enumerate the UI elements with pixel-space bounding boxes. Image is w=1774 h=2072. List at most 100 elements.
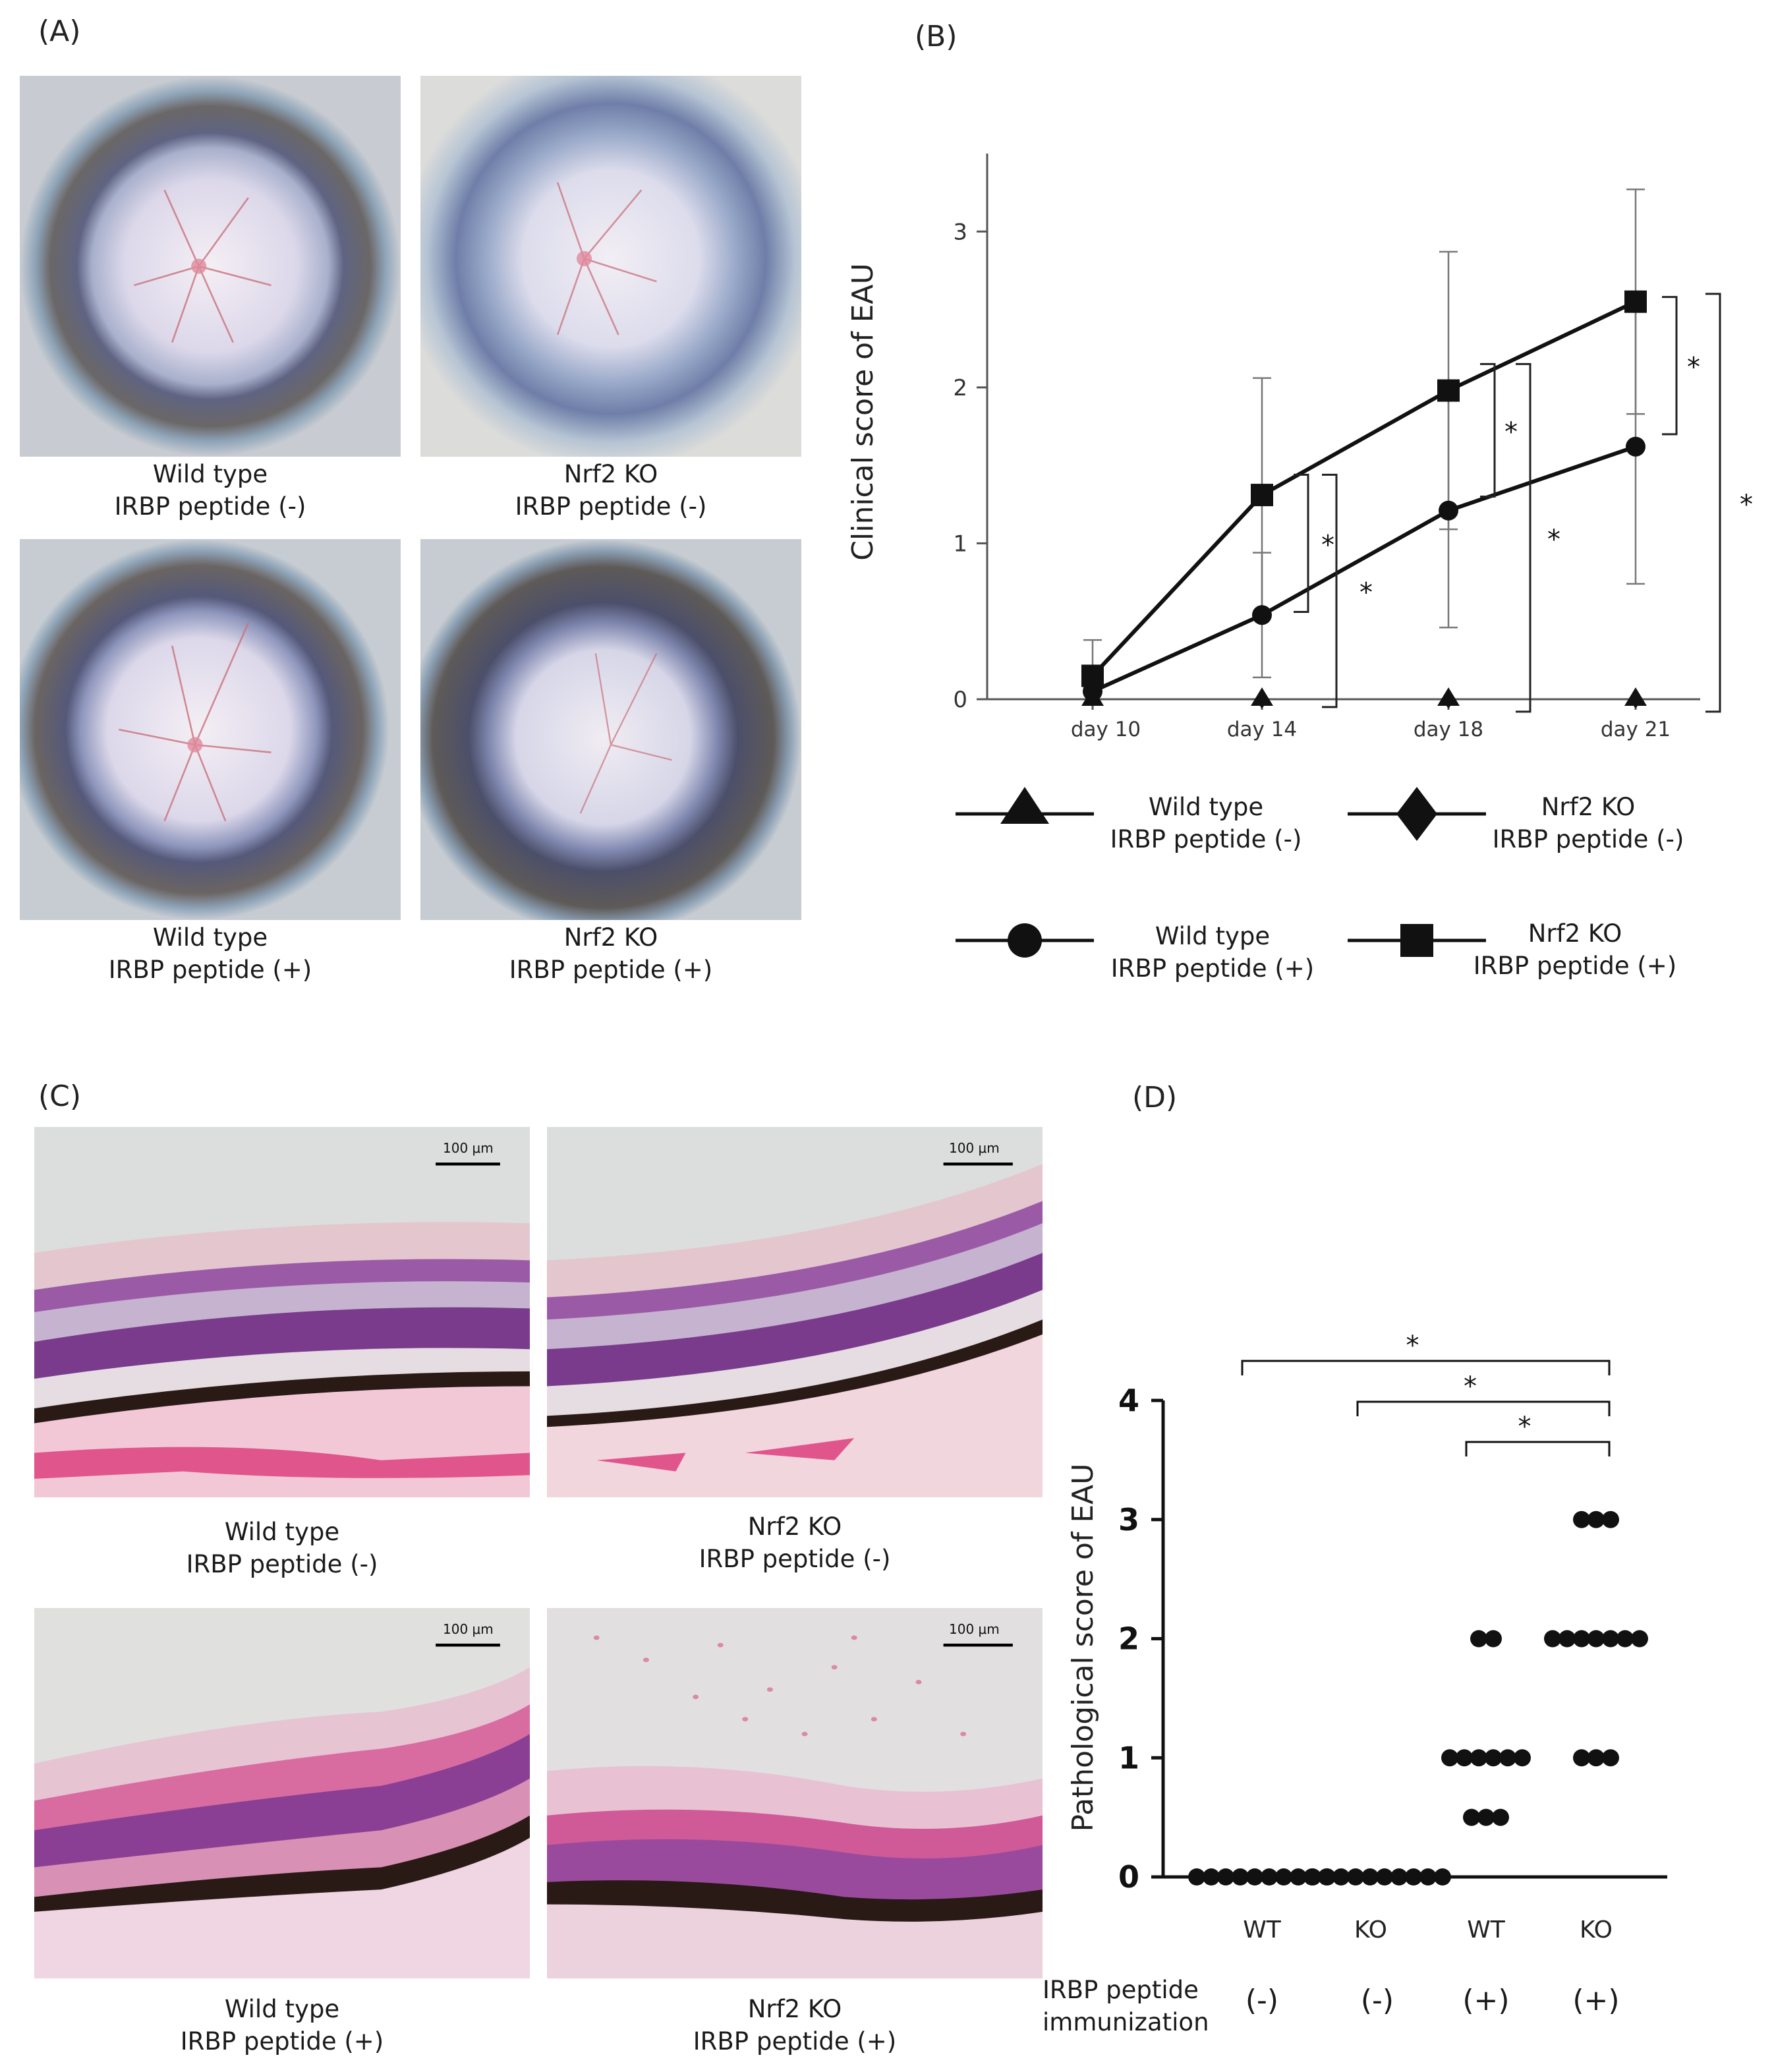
data-point: [1290, 1868, 1307, 1885]
data-point: [1441, 1749, 1458, 1767]
data-point: [1573, 1630, 1590, 1648]
y-tick-label: 3: [1118, 1502, 1139, 1538]
legend-label-wt-plus: Wild type IRBP peptide (+): [1110, 922, 1315, 983]
data-point: [1573, 1511, 1590, 1528]
square-marker: [1081, 664, 1104, 687]
data-point: [1573, 1749, 1590, 1767]
significance-asterisk: *: [1359, 578, 1373, 608]
square-marker: [1624, 290, 1647, 313]
scale-bar-label: 100 μm: [443, 1621, 494, 1637]
data-point: [1544, 1630, 1561, 1648]
data-point: [1602, 1749, 1619, 1767]
y-tick-label: 1: [1118, 1740, 1139, 1775]
legend-label-wt-minus: Wild type IRBP peptide (-): [1110, 793, 1302, 853]
legend-marker-wt-plus: [956, 923, 1094, 958]
data-point: [1347, 1868, 1364, 1885]
x-tick-label: day 21: [1601, 718, 1671, 741]
y-tick-label: 0: [953, 687, 967, 713]
data-point: [1470, 1630, 1487, 1648]
data-point: [1434, 1868, 1451, 1885]
y-axis-title: Clinical score of EAU: [846, 263, 880, 560]
data-point: [1477, 1808, 1495, 1826]
diamond-marker: [1628, 690, 1643, 708]
significance-asterisk: *: [1504, 417, 1518, 447]
fundus-caption-wt-minus: Wild type IRBP peptide (-): [114, 460, 306, 521]
pathological-score-plot-area: 0 1 2 3 4 WT KO WT KO * * *: [1118, 1331, 1667, 1943]
legend-diamond-icon: [1396, 787, 1437, 841]
significance-bracket: [1516, 362, 1531, 713]
legend-circle-icon: [1008, 923, 1042, 958]
scale-bar-label: 100 μm: [949, 1621, 1000, 1637]
significance-asterisk: *: [1547, 525, 1560, 555]
scale-bar-label: 100 μm: [949, 1140, 1000, 1156]
data-point: [1246, 1868, 1263, 1885]
y-tick-label: 2: [953, 375, 967, 401]
data-point: [1332, 1868, 1350, 1885]
x-category-label: WT: [1467, 1916, 1506, 1943]
pathological-score-chart: Pathological score of EAU 0 1 2 3 4 WT KO WT KO *…: [1066, 1331, 1667, 1943]
data-point: [1318, 1868, 1335, 1885]
circle-marker: [1252, 605, 1272, 625]
immunization-value: (-): [1360, 1984, 1394, 2017]
x-category-label: KO: [1354, 1916, 1387, 1943]
diamond-marker: [1255, 690, 1269, 708]
data-point: [1405, 1868, 1422, 1885]
x-tick-label: day 14: [1227, 718, 1297, 741]
data-point: [1588, 1630, 1605, 1648]
fundus-image-wt-minus: [20, 76, 401, 457]
y-tick-label: 3: [953, 219, 967, 245]
clinical-score-plot-area: 0 1 2 3 day 10 day 14 day 18 day 21 * * * * * *: [953, 154, 1753, 741]
data-point: [1419, 1868, 1437, 1885]
data-point: [1499, 1749, 1516, 1767]
histology-caption-ko-minus: Nrf2 KO IRBP peptide (-): [699, 1512, 891, 1573]
data-point: [1617, 1630, 1634, 1648]
data-point: [1303, 1868, 1321, 1885]
x-category-label: KO: [1580, 1916, 1613, 1943]
y-tick-label: 2: [1118, 1621, 1139, 1657]
data-point: [1602, 1630, 1619, 1648]
data-point: [1390, 1868, 1408, 1885]
series-line: [1091, 444, 1636, 693]
data-point: [1232, 1868, 1249, 1885]
significance-asterisk: *: [1406, 1331, 1419, 1361]
histology-caption-wt-minus: Wild type IRBP peptide (-): [186, 1518, 378, 1578]
comparison-bracket: [1241, 1360, 1611, 1375]
x-category-label: WT: [1243, 1916, 1282, 1943]
square-marker: [1251, 484, 1273, 507]
data-point: [1492, 1808, 1509, 1826]
fundus-caption-ko-minus: Nrf2 KO IRBP peptide (-): [515, 460, 707, 521]
significance-asterisk: *: [1518, 1412, 1531, 1442]
data-point: [1588, 1511, 1605, 1528]
square-marker: [1437, 379, 1460, 402]
histology-caption-ko-plus: Nrf2 KO IRBP peptide (+): [693, 1995, 897, 2056]
data-point: [1602, 1511, 1619, 1528]
circle-marker: [1626, 436, 1645, 457]
comparison-bracket: [1465, 1441, 1611, 1456]
circle-marker: [1439, 500, 1458, 521]
immunization-value: (+): [1572, 1984, 1620, 2017]
data-point: [1188, 1868, 1205, 1885]
significance-asterisk: *: [1687, 353, 1700, 383]
data-point: [1217, 1868, 1234, 1885]
legend-square-icon: [1400, 924, 1433, 957]
significance-bracket: [1322, 473, 1338, 708]
histology-image-ko-plus: 100 μm: [547, 1608, 1043, 1978]
data-point: [1470, 1749, 1487, 1767]
fundus-caption-wt-plus: Wild type IRBP peptide (+): [108, 923, 312, 984]
data-point: [1261, 1868, 1278, 1885]
immunization-row-label: IRBP peptide immunization: [1043, 1976, 1209, 2036]
fundus-caption-ko-plus: Nrf2 KO IRBP peptide (+): [509, 923, 713, 984]
fundus-image-ko-minus: [420, 76, 801, 457]
data-point: [1376, 1868, 1393, 1885]
data-point: [1463, 1808, 1480, 1826]
significance-bracket: [1480, 362, 1496, 498]
legend-marker-wt-minus: [956, 787, 1094, 824]
data-point: [1275, 1868, 1292, 1885]
legend-marker-ko-plus: [1348, 924, 1486, 957]
fundus-image-wt-plus: [20, 539, 401, 920]
data-point: [1485, 1749, 1502, 1767]
panel-a-label: (A): [38, 14, 81, 48]
immunization-value: (+): [1462, 1984, 1510, 2017]
significance-asterisk: *: [1321, 530, 1334, 560]
y-tick-label: 1: [953, 531, 967, 557]
